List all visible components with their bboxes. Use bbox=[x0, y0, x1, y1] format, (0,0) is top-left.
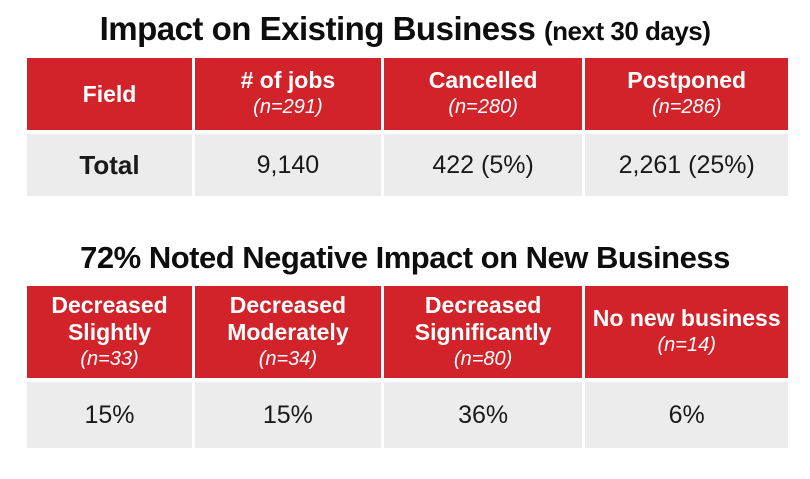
decreased-slightly-value: 15% bbox=[27, 382, 193, 448]
header-sample-size: (n=34) bbox=[258, 347, 318, 370]
header-cell-jobs: # of jobs (n=291) bbox=[195, 58, 381, 130]
header-label: Decreased Significantly bbox=[414, 291, 552, 345]
total-jobs-value: 9,140 bbox=[195, 134, 381, 196]
header-cell-no-new-business: No new business (n=14) bbox=[585, 286, 788, 378]
header-label: # of jobs bbox=[240, 67, 336, 93]
header-sample-size: (n=80) bbox=[453, 347, 513, 370]
header-cell-field: Field bbox=[27, 58, 193, 130]
header-cell-cancelled: Cancelled (n=280) bbox=[383, 58, 583, 130]
new-business-table: Decreased Slightly (n=33) Decreased Mode… bbox=[27, 286, 788, 448]
header-cell-decreased-slightly: Decreased Slightly (n=33) bbox=[27, 286, 193, 378]
header-cell-decreased-moderately: Decreased Moderately (n=34) bbox=[195, 286, 381, 378]
header-label: Field bbox=[82, 80, 137, 107]
header-cell-postponed: Postponed (n=286) bbox=[585, 58, 788, 130]
total-row-label: Total bbox=[27, 134, 193, 196]
header-label: Decreased Slightly bbox=[51, 291, 168, 345]
existing-business-title: Impact on Existing Business (next 30 day… bbox=[0, 10, 810, 48]
header-label: Postponed bbox=[627, 67, 747, 93]
new-business-title: 72% Noted Negative Impact on New Busines… bbox=[80, 240, 730, 275]
decreased-significantly-value: 36% bbox=[383, 382, 583, 448]
header-sample-size: (n=14) bbox=[657, 334, 716, 356]
existing-business-title-main: Impact on Existing Business bbox=[99, 10, 545, 47]
total-cancelled-value: 422 (5%) bbox=[383, 134, 583, 196]
header-sample-size: (n=280) bbox=[448, 96, 518, 118]
header-sample-size: (n=33) bbox=[80, 347, 139, 370]
decreased-moderately-value: 15% bbox=[195, 382, 381, 448]
header-sample-size: (n=291) bbox=[253, 96, 323, 118]
existing-business-table: Field # of jobs (n=291) Cancelled (n=280… bbox=[27, 58, 788, 196]
header-label: No new business bbox=[592, 305, 781, 331]
no-new-business-value: 6% bbox=[585, 382, 788, 448]
header-sample-size: (n=286) bbox=[651, 96, 722, 118]
header-label: Cancelled bbox=[428, 67, 538, 93]
existing-business-title-paren: (next 30 days) bbox=[544, 16, 711, 46]
total-postponed-value: 2,261 (25%) bbox=[585, 134, 788, 196]
header-label: Decreased Moderately bbox=[227, 291, 349, 345]
header-cell-decreased-significantly: Decreased Significantly (n=80) bbox=[383, 286, 583, 378]
